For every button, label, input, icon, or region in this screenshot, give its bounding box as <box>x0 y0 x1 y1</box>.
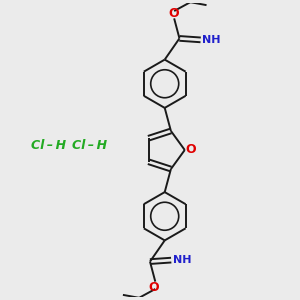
Text: O: O <box>185 143 196 157</box>
Text: Cl – H: Cl – H <box>72 139 107 152</box>
Text: NH: NH <box>173 255 191 265</box>
Text: Cl – H: Cl – H <box>31 139 66 152</box>
Text: O: O <box>149 281 159 294</box>
Text: NH: NH <box>202 35 220 45</box>
Text: O: O <box>169 7 179 20</box>
